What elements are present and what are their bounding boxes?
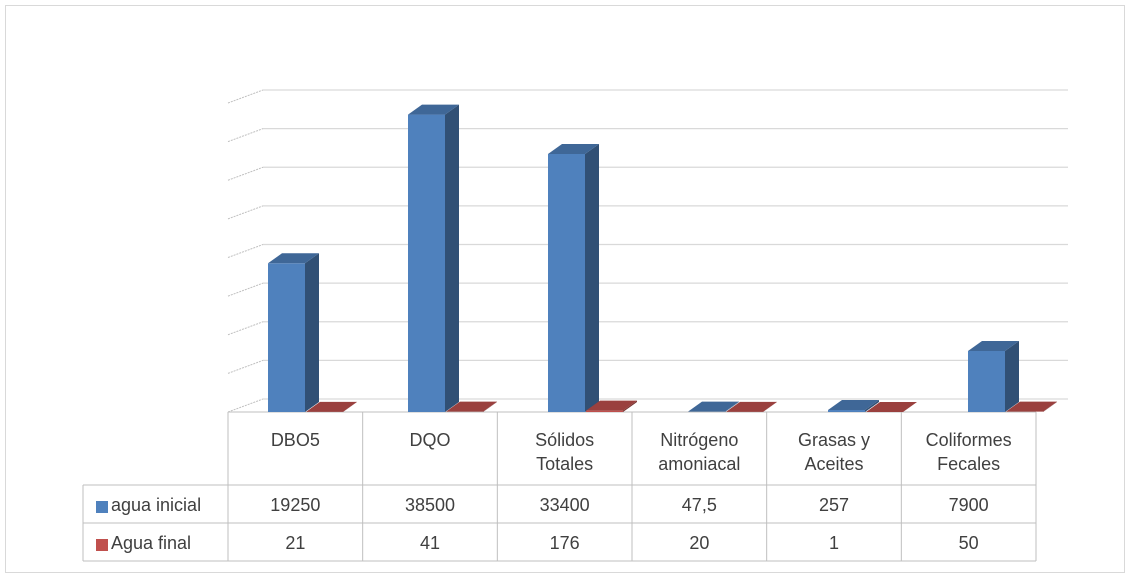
- table-value: 21: [285, 533, 305, 553]
- bar-top: [726, 401, 777, 412]
- bar-agua-final-0: [306, 401, 357, 412]
- gridlines: [227, 89, 1068, 413]
- bar-top: [1006, 401, 1057, 412]
- bar-side: [343, 401, 357, 412]
- bar-top: [548, 143, 599, 154]
- bar-side: [763, 401, 777, 412]
- table-value: 47,5: [682, 495, 717, 515]
- bar-front: [548, 153, 585, 413]
- bar-agua-final-1: [446, 401, 497, 412]
- wall-gridline: [227, 321, 264, 336]
- bar-top: [586, 400, 637, 411]
- wall-gridline: [227, 166, 264, 181]
- bar-side: [483, 401, 497, 412]
- table-value: 41: [420, 533, 440, 553]
- bar-side: [725, 401, 739, 412]
- table-value: 20: [689, 533, 709, 553]
- series-name: agua inicial: [111, 495, 201, 515]
- bar-top: [446, 401, 497, 412]
- bar-top: [866, 401, 917, 412]
- wall-gridline: [227, 359, 264, 374]
- bar-top: [828, 400, 879, 411]
- wall-gridline: [227, 244, 264, 258]
- table-value: 7900: [949, 495, 989, 515]
- category-label: DBO5: [271, 430, 320, 450]
- bar-agua-inicial-4: [828, 400, 879, 412]
- bar-top: [268, 253, 319, 264]
- bar-top: [688, 401, 739, 412]
- bar-agua-inicial-2: [548, 143, 599, 413]
- bar-agua-inicial-5: [968, 340, 1019, 412]
- bar-front: [586, 410, 623, 412]
- data-table: DBO5 DQO Sólidos Totales Nitrógeno amoniacal G…: [82, 412, 1037, 562]
- bar-front: [268, 263, 305, 412]
- legend-key: [96, 539, 108, 551]
- bar-side: [1043, 401, 1057, 412]
- bars: [268, 104, 1057, 413]
- table-value: 38500: [405, 495, 455, 515]
- bar-side: [623, 400, 637, 412]
- wall-gridline: [227, 205, 264, 220]
- series-name: Agua final: [111, 533, 191, 553]
- chart-frame: [5, 5, 1125, 573]
- bar-agua-final-3: [726, 401, 777, 412]
- category-label: Sólidos Totales: [535, 430, 594, 474]
- table-value: 50: [959, 533, 979, 553]
- table-value: 19250: [270, 495, 320, 515]
- bar-side: [903, 401, 917, 412]
- bar-top: [306, 401, 357, 412]
- bar-top: [408, 104, 459, 115]
- bar-side: [865, 400, 879, 412]
- category-label: DQO: [409, 430, 450, 450]
- table-value: 257: [819, 495, 849, 515]
- bar-side: [445, 104, 459, 413]
- bar-front: [968, 350, 1005, 412]
- bar-agua-inicial-1: [408, 104, 459, 413]
- bar-side: [585, 143, 599, 413]
- bar-side: [1005, 340, 1019, 412]
- legend-key: [96, 501, 108, 513]
- table-value: 33400: [540, 495, 590, 515]
- category-label: Coliformes Fecales: [926, 430, 1012, 474]
- wall-gridline: [227, 89, 264, 104]
- bar-front: [408, 114, 445, 413]
- table-value: 176: [550, 533, 580, 553]
- wall-gridline: [227, 398, 264, 413]
- bar-side: [305, 253, 319, 412]
- bar-agua-final-4: [866, 401, 917, 412]
- bar-top: [968, 340, 1019, 351]
- table-value: 1: [829, 533, 839, 553]
- bar-agua-inicial-3: [688, 401, 739, 412]
- bar-agua-final-2: [586, 400, 637, 412]
- bar-agua-final-5: [1006, 401, 1057, 412]
- bar-agua-inicial-0: [268, 253, 319, 412]
- category-label: Grasas y Aceites: [798, 430, 870, 474]
- bar-front: [828, 410, 865, 412]
- wall-gridline: [227, 128, 264, 143]
- category-label: Nitrógeno amoniacal: [658, 430, 740, 474]
- wall-gridline: [227, 282, 264, 297]
